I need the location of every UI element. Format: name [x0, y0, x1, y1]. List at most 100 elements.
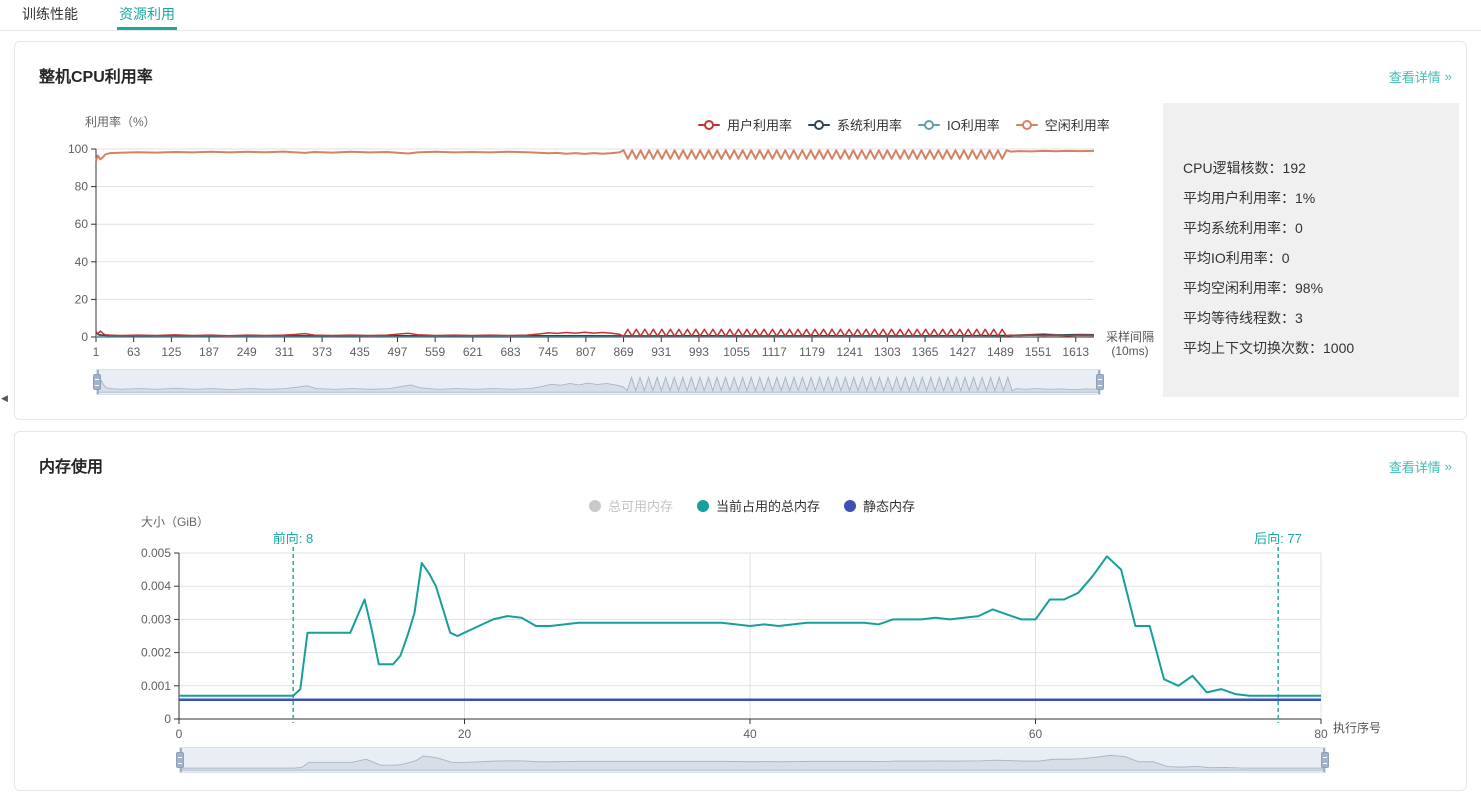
- memory-legend: 总可用内存 当前占用的总内存 静态内存: [589, 496, 915, 515]
- legend-dot-occupied-icon: [697, 499, 710, 512]
- datazoom-handle-right[interactable]: [1096, 374, 1104, 390]
- datazoom-handle-right[interactable]: [1321, 752, 1329, 768]
- legend-item-occupied[interactable]: 当前占用的总内存: [697, 496, 820, 515]
- legend-label: 空闲利用率: [1044, 118, 1110, 133]
- x-tick-label: 621: [463, 345, 483, 359]
- cpu-detail-link-label: 查看详情: [1388, 70, 1441, 85]
- tab-resource-utilization[interactable]: 资源利用: [117, 0, 177, 30]
- x-tick-label: 807: [576, 345, 596, 359]
- legend-item-system[interactable]: 系统利用率: [808, 115, 902, 134]
- memory-datazoom-slider[interactable]: [176, 747, 1329, 773]
- cpu-card-title: 整机CPU利用率: [39, 69, 153, 86]
- legend-marker-user-icon: [698, 119, 720, 130]
- datazoom-handle-left[interactable]: [93, 374, 101, 390]
- tab-bar: 训练性能 资源利用: [0, 0, 1481, 31]
- cpu-detail-link[interactable]: 查看详情 »: [1389, 67, 1452, 86]
- y-tick-label: 40: [75, 255, 89, 269]
- y-tick-label: 20: [75, 292, 89, 306]
- y-tick-label: 0.005: [141, 546, 171, 560]
- x-tick-label: 683: [501, 345, 521, 359]
- legend-marker-system-icon: [808, 119, 831, 130]
- x-tick-label: 1117: [762, 345, 787, 359]
- x-tick-label: 1613: [1062, 345, 1089, 359]
- stat-avg-system: 平均系统利用率：0: [1183, 220, 1303, 236]
- cpu-legend: 用户利用率 系统利用率 IO利用率 空闲利用率: [698, 115, 1110, 134]
- legend-label: 系统利用率: [837, 118, 903, 133]
- legend-item-static[interactable]: 静态内存: [844, 496, 915, 515]
- legend-dot-static-icon: [844, 499, 857, 512]
- legend-marker-io-icon: [918, 119, 941, 130]
- x-tick-label: 249: [237, 345, 257, 359]
- series-user: [95, 328, 1095, 337]
- x-tick-label: 63: [127, 345, 141, 359]
- tab-training-performance[interactable]: 训练性能: [22, 5, 78, 22]
- cpu-utilization-chart[interactable]: 0 20 40 60 80 100 1 63 125 187 249 311 373 435 497 559 6…: [56, 136, 1166, 371]
- x-tick-label: 1365: [912, 345, 939, 359]
- collapse-panel-arrow-icon[interactable]: ◀: [1, 392, 8, 403]
- x-tick-label: 1551: [1025, 345, 1052, 359]
- x-tick-label: 931: [651, 345, 671, 359]
- x-tick-label: 497: [387, 345, 407, 359]
- memory-usage-card: 内存使用 查看详情 » 总可用内存 当前占用的总内存 静态内存 大小（GiB） …: [14, 431, 1467, 791]
- x-tick-label: 187: [199, 345, 219, 359]
- legend-label: 静态内存: [863, 499, 916, 514]
- cpu-utilization-card: 整机CPU利用率 查看详情 » 利用率（%） 用户利用率 系统利用率 IO利用率…: [14, 41, 1467, 420]
- stat-avg-wait-threads: 平均等待线程数：3: [1183, 310, 1303, 326]
- x-tick-label: 1489: [987, 345, 1014, 359]
- x-tick-label: 373: [312, 345, 332, 359]
- legend-label: 总可用内存: [608, 499, 674, 514]
- y-tick-label: 0: [164, 712, 171, 726]
- backward-mark-label: 后向: 77: [1254, 531, 1302, 546]
- cpu-stats-panel: CPU逻辑核数：192 平均用户利用率：1% 平均系统利用率：0 平均IO利用率…: [1163, 103, 1459, 397]
- legend-label: 用户利用率: [727, 118, 793, 133]
- x-tick-label: 125: [161, 345, 181, 359]
- memory-usage-chart[interactable]: 0 0.001 0.002 0.003 0.004 0.005 0 20 40 60 80: [131, 546, 1391, 741]
- x-tick-label: 1427: [949, 345, 976, 359]
- legend-item-user[interactable]: 用户利用率: [698, 115, 792, 134]
- memory-detail-link[interactable]: 查看详情 »: [1389, 457, 1452, 476]
- x-tick-label: 1179: [799, 345, 825, 359]
- y-tick-label: 0.002: [141, 646, 171, 660]
- datazoom-preview-shape: [97, 375, 1100, 393]
- memory-x-axis-name: 执行序号: [1333, 721, 1382, 735]
- stat-avg-io: 平均IO利用率：0: [1183, 250, 1290, 266]
- x-tick-label: 0: [176, 727, 183, 741]
- x-tick-label: 435: [350, 345, 370, 359]
- y-tick-label: 80: [75, 180, 89, 194]
- x-tick-label: 993: [689, 345, 709, 359]
- cpu-x-axis-name: 采样间隔 (10ms): [1105, 330, 1154, 358]
- legend-marker-idle-icon: [1015, 119, 1038, 130]
- forward-mark-label: 前向: 8: [272, 531, 314, 546]
- x-tick-label: 80: [1314, 727, 1328, 741]
- stat-context-switches: 平均上下文切换次数：1000: [1183, 340, 1355, 356]
- x-tick-label: 1055: [723, 345, 750, 359]
- memory-y-axis-name: 大小（GiB）: [141, 515, 210, 529]
- x-tick-label: 745: [538, 345, 558, 359]
- x-tick-label: 559: [425, 345, 445, 359]
- memory-card-title: 内存使用: [39, 459, 104, 476]
- datazoom-handle-left[interactable]: [176, 752, 184, 768]
- stat-logical-cores: CPU逻辑核数：192: [1183, 160, 1306, 176]
- legend-dot-total-icon: [589, 499, 601, 512]
- chevron-right-icon: »: [1444, 69, 1452, 84]
- legend-item-idle[interactable]: 空闲利用率: [1015, 115, 1110, 134]
- series-idle: [95, 149, 1095, 162]
- legend-label: IO利用率: [947, 118, 1000, 133]
- x-tick-label: 869: [614, 345, 634, 359]
- series-occupied: [179, 555, 1321, 697]
- memory-detail-link-label: 查看详情: [1388, 460, 1441, 475]
- stat-avg-idle: 平均空闲利用率：98%: [1183, 280, 1324, 296]
- memory-datazoom-preview: [180, 754, 1325, 771]
- legend-item-total-available[interactable]: 总可用内存: [589, 496, 673, 515]
- y-tick-label: 0.001: [141, 679, 171, 693]
- cpu-datazoom-slider[interactable]: [93, 369, 1104, 395]
- datazoom-preview-shape: [180, 754, 1325, 771]
- chevron-right-icon: »: [1444, 459, 1452, 474]
- x-tick-label: 20: [458, 727, 472, 741]
- legend-item-io[interactable]: IO利用率: [918, 115, 1000, 134]
- cpu-y-axis-name: 利用率（%）: [85, 115, 156, 129]
- y-tick-label: 0.004: [141, 579, 171, 593]
- x-tick-label: 40: [743, 727, 757, 741]
- x-tick-label: 1303: [874, 345, 901, 359]
